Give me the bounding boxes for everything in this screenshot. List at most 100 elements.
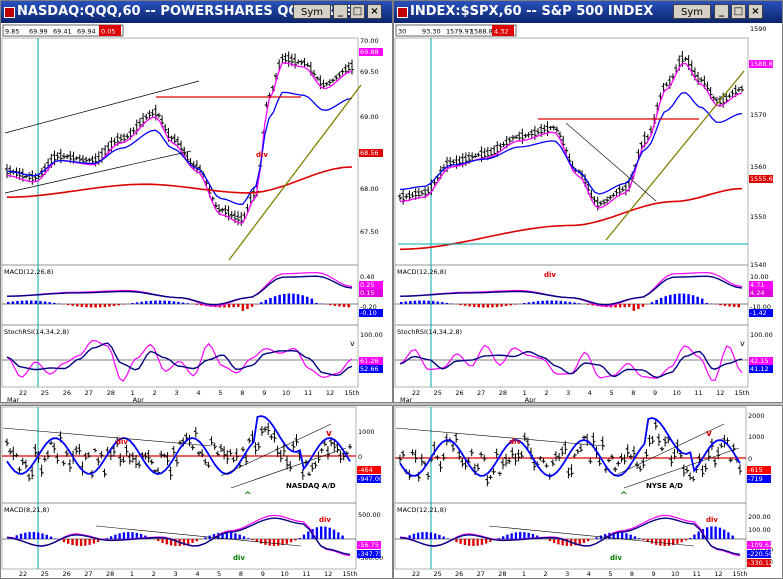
price-bar-close: [550, 126, 553, 129]
ad-bar-open: [422, 462, 426, 465]
close-icon[interactable]: ×: [367, 4, 382, 19]
macd-hist-bar: [632, 304, 636, 311]
macd-hist-bar: [527, 302, 531, 304]
macd-axis-tick: 10.00: [750, 273, 769, 281]
macd-hist-bar: [491, 304, 494, 308]
ad-macd-hist-bar: [489, 539, 492, 542]
ad-bar-open: [199, 451, 203, 454]
ad-macd-label: MACD(12,21,8): [397, 506, 446, 514]
macd-hist-bar: [237, 304, 240, 307]
minimize-icon[interactable]: _: [333, 4, 348, 19]
date-axis-tick: 25: [434, 389, 442, 397]
price-bar-open: [520, 132, 523, 135]
ad-date-axis-tick: 27: [477, 570, 485, 578]
spx-chart: 3093.301579.971588.854.32159015801570156…: [394, 24, 777, 402]
ad-bar-close: [590, 460, 593, 463]
stoch-tag-1: 61.26: [360, 357, 379, 365]
ad-bar-open: [628, 455, 632, 458]
ad-bar-close: [170, 474, 173, 477]
price-bar-close: [215, 204, 219, 208]
spx-chart-window[interactable]: INDEX:$SPX,60 -- S&P 500 INDEX Sym _ □ ×…: [393, 0, 783, 403]
macd-hist-bar: [623, 304, 626, 308]
ad-macd-hist-bar: [45, 534, 48, 539]
ad-date-axis-month-apr: Apr: [132, 577, 144, 578]
ad-macd-hist-bar: [412, 533, 416, 539]
macd-hist-bar: [555, 300, 558, 304]
price-bar-open: [52, 154, 55, 157]
macd-tag-1: 0.25: [360, 281, 374, 289]
ad-bar-open: [328, 439, 332, 442]
ad-bar-open: [550, 460, 554, 464]
price-bar-close: [92, 160, 95, 163]
ohlc-box: [395, 24, 517, 37]
ad-macd-hist-bar: [684, 539, 688, 541]
ad-bar-close: [245, 460, 249, 463]
ad-bar-open: [55, 455, 58, 459]
macd-hist-bar: [628, 304, 631, 307]
ad-bar-open: [497, 472, 501, 475]
ad-bar-close: [230, 452, 233, 455]
ad-bar-close: [116, 443, 120, 445]
ohlc-value: 69.94: [77, 28, 96, 36]
ad-macd-hist-bar: [638, 538, 641, 539]
price-bar-open: [507, 138, 511, 141]
qqq-sym-button[interactable]: Sym: [293, 4, 331, 19]
ad-date-axis-tick: 5: [608, 570, 612, 578]
qqq-chart-window[interactable]: NASDAQ:QQQ,60 -- POWERSHARES QQQ TRUST S…: [0, 0, 393, 403]
ad-bar-open: [259, 428, 263, 431]
spx-title-bar[interactable]: INDEX:$SPX,60 -- S&P 500 INDEX Sym _ □ ×: [394, 1, 782, 23]
ad-caret-annotation: ^: [244, 491, 252, 501]
ad-macd-hist-bar: [723, 529, 726, 539]
price-bar-open: [102, 148, 106, 151]
price-bar-open: [444, 160, 448, 163]
ad-bar-open: [538, 457, 541, 460]
spx-sym-button[interactable]: Sym: [673, 4, 711, 19]
macd-hist-bar: [181, 302, 185, 304]
maximize-icon[interactable]: □: [350, 4, 365, 19]
ad-date-axis-tick: 4: [587, 570, 591, 578]
ad-macd-hist-bar: [502, 536, 505, 539]
slow-ma-line: [399, 92, 743, 195]
ad-macd-hist-bar: [697, 531, 700, 539]
close-icon[interactable]: ×: [748, 4, 763, 19]
qqq-title-bar[interactable]: NASDAQ:QQQ,60 -- POWERSHARES QQQ TRUST S…: [1, 1, 392, 23]
macd-tag-2-bg: [359, 289, 383, 297]
ad-trendline-3: [230, 447, 347, 489]
macd-hist-bar: [659, 297, 663, 304]
stoch-v-annotation: v: [350, 339, 355, 348]
date-axis-tick: 4: [196, 389, 200, 397]
ad-bar-close: [487, 482, 490, 484]
ad-bar-open: [133, 457, 137, 460]
stoch-tag-2: 52.66: [360, 365, 379, 373]
ad-macd-hist-bar: [434, 533, 437, 539]
price-bar-close: [437, 177, 440, 179]
macd-hist-bar: [264, 299, 268, 304]
macd-hist-bar: [682, 293, 686, 304]
ad-bar-open: [74, 448, 77, 450]
price-bar-open: [523, 134, 526, 137]
ad-bar-close: [296, 440, 299, 443]
ad-tag-1: -464: [358, 466, 373, 474]
ohlc-box: [2, 24, 124, 37]
ad-smooth-line: [6, 415, 351, 475]
macd-hist-bar: [523, 303, 526, 304]
minimize-icon[interactable]: _: [714, 4, 729, 19]
price-axis-tick: 1590: [750, 25, 767, 33]
ad-date-axis-tick: 2: [152, 570, 156, 578]
ad-macd-hist-bar: [629, 534, 632, 539]
price-bar-open: [112, 140, 115, 142]
ad-bar-open: [4, 440, 8, 443]
maximize-icon[interactable]: □: [731, 4, 746, 19]
price-bar-open: [90, 157, 93, 160]
date-axis-tick: 8: [631, 389, 635, 397]
price-bar-open: [178, 143, 182, 145]
ad-tag-1-bg: [747, 466, 771, 474]
price-bar-open: [219, 208, 223, 211]
ad-macd-hist-bar: [135, 532, 138, 539]
ohlc-value: 9.85: [5, 28, 19, 36]
ad-macd-hist-bar: [324, 526, 327, 539]
ad-bar-close: [512, 453, 515, 456]
